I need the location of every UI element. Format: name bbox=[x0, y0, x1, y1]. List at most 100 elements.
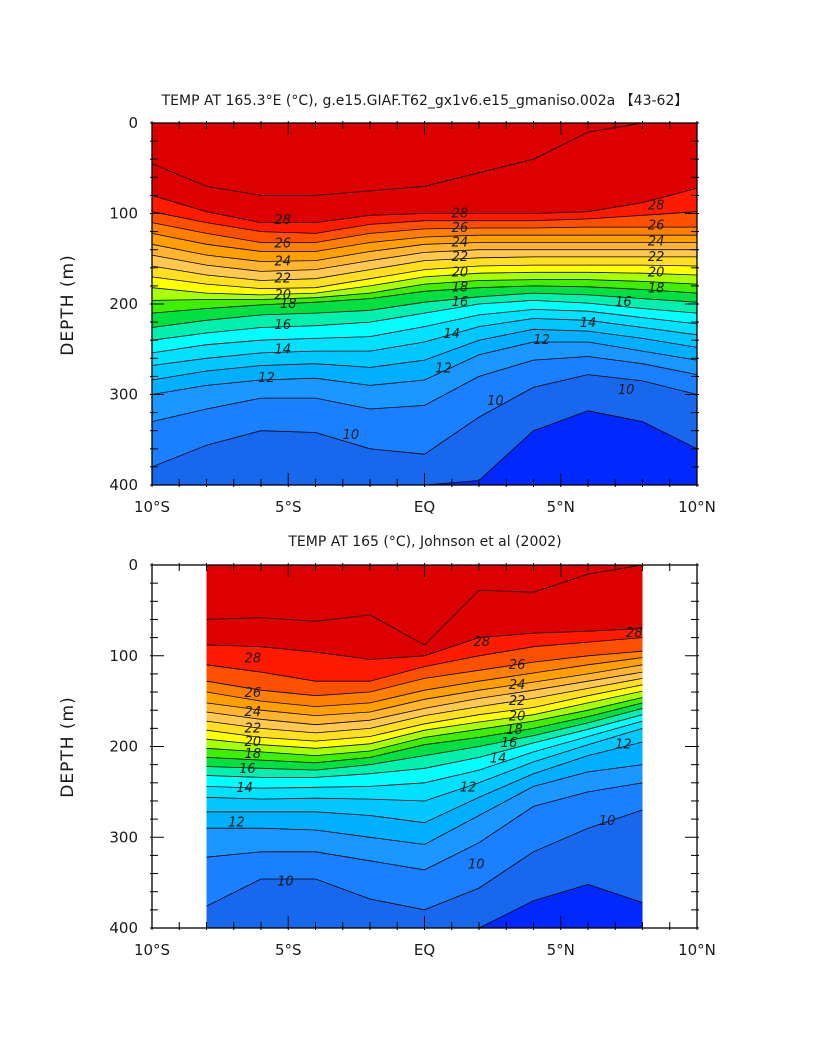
x-tick-label: 10°N bbox=[678, 498, 716, 516]
isotherm-28 bbox=[152, 187, 697, 223]
isotherm-25 bbox=[152, 233, 697, 252]
contour-label: 26 bbox=[452, 221, 469, 236]
contour-label: 14 bbox=[580, 316, 597, 331]
isotherm-13 bbox=[206, 741, 643, 824]
isotherm-14 bbox=[206, 728, 643, 802]
contour-label: 12 bbox=[435, 361, 452, 376]
contour-label: 26 bbox=[509, 658, 526, 673]
contour-label: 20 bbox=[648, 265, 665, 280]
contour-label: 12 bbox=[615, 738, 632, 753]
contour-label: 24 bbox=[275, 254, 292, 269]
isotherm-19 bbox=[206, 697, 643, 757]
isotherm-23 bbox=[152, 249, 697, 272]
contour-label: 16 bbox=[615, 295, 632, 310]
x-tick-label: 10°S bbox=[134, 941, 170, 959]
isotherm-16 bbox=[206, 714, 643, 778]
isotherm-25 bbox=[206, 657, 643, 708]
x-tick-label: 5°S bbox=[275, 941, 302, 959]
top-panel-model: TEMP AT 165.3°E (°C), g.e15.GIAF.T62_gx1… bbox=[58, 93, 716, 516]
contour-label: 20 bbox=[452, 265, 469, 280]
y-tick-label: 300 bbox=[109, 386, 138, 404]
isotherm-24 bbox=[152, 242, 697, 262]
contour-label: 22 bbox=[275, 272, 292, 287]
x-tick-label: 5°S bbox=[275, 498, 302, 516]
isotherm-14 bbox=[152, 318, 697, 366]
temperature-fill-layer bbox=[152, 123, 697, 485]
contour-label: 18 bbox=[648, 282, 665, 297]
x-tick-label: 10°S bbox=[134, 498, 170, 516]
contour-label: 16 bbox=[239, 762, 256, 777]
contour-label: 28 bbox=[275, 213, 292, 228]
band-below-9 bbox=[206, 884, 643, 928]
contour-label: 18 bbox=[452, 281, 469, 296]
isotherm-17 bbox=[152, 292, 697, 328]
bottom-panel-ylabel: DEPTH (m) bbox=[58, 696, 78, 797]
contour-label: 14 bbox=[443, 327, 460, 342]
contour-label: 22 bbox=[648, 250, 665, 265]
contour-label: 26 bbox=[648, 218, 665, 233]
top-panel-title: TEMP AT 165.3°E (°C), g.e15.GIAF.T62_gx1… bbox=[161, 93, 689, 109]
y-tick-label: 0 bbox=[128, 556, 138, 574]
isotherm-26 bbox=[152, 222, 697, 243]
isotherm-15 bbox=[206, 720, 643, 789]
band-below-10 bbox=[206, 810, 643, 928]
isotherm-28 bbox=[206, 628, 643, 660]
temperature-fill-layer bbox=[206, 565, 643, 928]
isotherm-9 bbox=[152, 410, 697, 485]
isotherm-12 bbox=[152, 341, 697, 395]
y-tick-label: 100 bbox=[109, 647, 138, 665]
x-tick-label: EQ bbox=[414, 498, 435, 516]
contour-label: 22 bbox=[452, 250, 469, 265]
contour-label: 26 bbox=[275, 236, 292, 251]
isotherm-21 bbox=[152, 264, 697, 290]
isotherm-19 bbox=[152, 279, 697, 301]
y-tick-label: 200 bbox=[109, 295, 138, 313]
contour-label: 28 bbox=[473, 635, 490, 650]
contour-label: 22 bbox=[509, 694, 526, 709]
contour-label: 10 bbox=[487, 394, 504, 409]
contour-label: 10 bbox=[618, 383, 635, 398]
contour-label: 18 bbox=[245, 747, 262, 762]
bottom-panel-observations: TEMP AT 165 (°C), Johnson et al (2002) D… bbox=[58, 534, 716, 959]
y-tick-label: 200 bbox=[109, 738, 138, 756]
contour-label: 16 bbox=[275, 318, 292, 333]
contour-label: 12 bbox=[460, 780, 477, 795]
isotherm-13 bbox=[152, 328, 697, 381]
contour-label: 14 bbox=[275, 342, 292, 357]
band-below-9 bbox=[152, 410, 697, 485]
isotherm-16 bbox=[152, 299, 697, 341]
isotherm-11 bbox=[206, 782, 643, 871]
contour-label: 10 bbox=[343, 428, 360, 443]
contour-label: 28 bbox=[648, 198, 665, 213]
contour-label: 26 bbox=[245, 686, 262, 701]
isotherm-11 bbox=[152, 356, 697, 422]
isotherm-10 bbox=[152, 374, 697, 468]
contour-label: 20 bbox=[509, 710, 526, 725]
x-tick-label: 5°N bbox=[547, 941, 575, 959]
isotherm-9 bbox=[206, 883, 643, 928]
contour-label: 18 bbox=[280, 297, 297, 312]
contour-label: 24 bbox=[648, 235, 665, 250]
contour-label: 18 bbox=[506, 723, 523, 738]
contour-label: 12 bbox=[258, 371, 275, 386]
contour-label: 16 bbox=[452, 295, 469, 310]
contour-label: 24 bbox=[245, 705, 262, 720]
contour-label: 10 bbox=[277, 875, 294, 890]
isotherm-22 bbox=[152, 256, 697, 281]
y-tick-label: 400 bbox=[109, 919, 138, 937]
isotherm-18 bbox=[152, 285, 697, 314]
x-tick-label: 5°N bbox=[547, 498, 575, 516]
isotherm-24 bbox=[206, 664, 643, 717]
contour-label: 22 bbox=[245, 721, 262, 736]
bottom-panel-title: TEMP AT 165 (°C), Johnson et al (2002) bbox=[287, 534, 561, 550]
isotherm-27 bbox=[152, 211, 697, 234]
isotherm-27 bbox=[206, 637, 643, 682]
isotherm-15 bbox=[152, 308, 697, 354]
contour-label: 28 bbox=[452, 207, 469, 222]
x-tick-label: 10°N bbox=[678, 941, 716, 959]
contour-label: 14 bbox=[490, 751, 507, 766]
contour-label: 24 bbox=[509, 678, 526, 693]
contour-label: 20 bbox=[275, 288, 292, 303]
contour-label: 28 bbox=[626, 626, 643, 641]
